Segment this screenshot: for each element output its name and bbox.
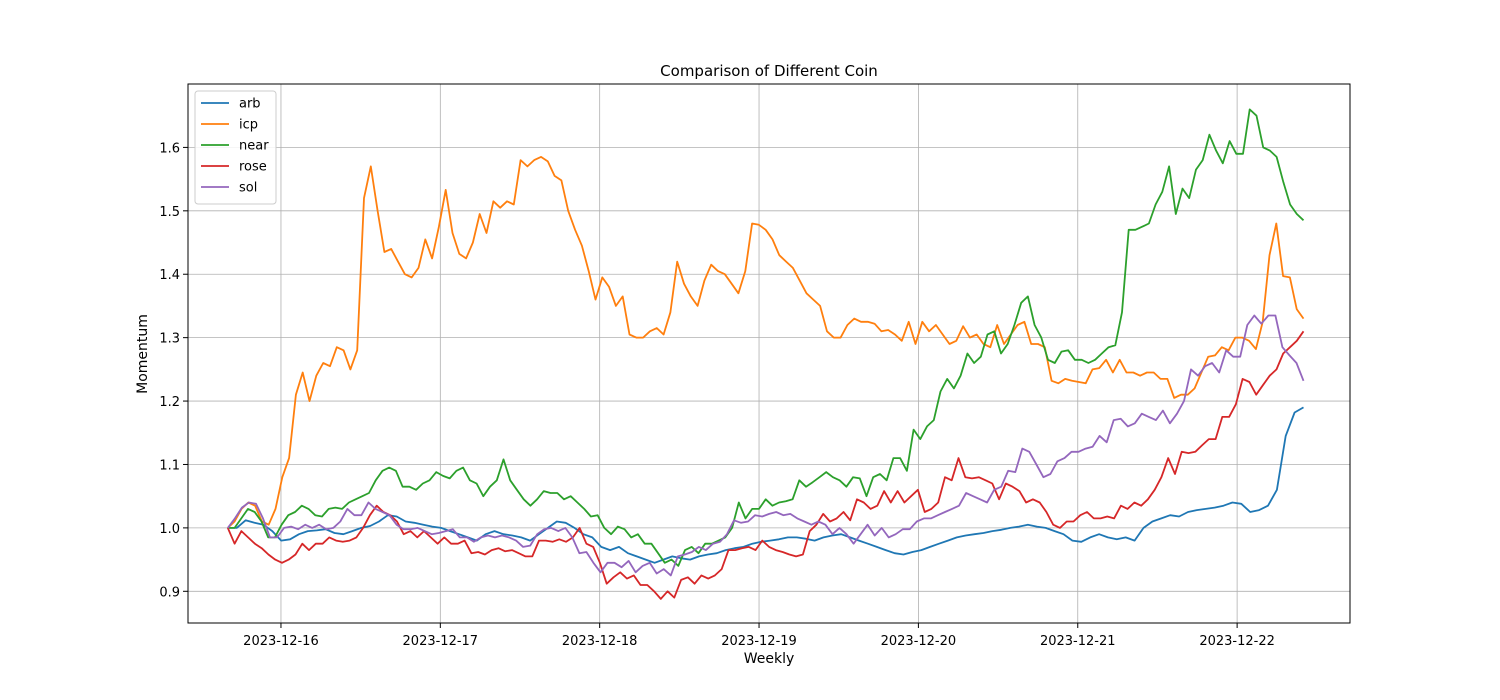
plot-frame: [187, 83, 1351, 624]
legend-label-sol: sol: [239, 181, 257, 196]
y-tick-label: 1.1: [159, 458, 180, 473]
y-tick-label: 1.4: [159, 268, 180, 283]
series-line-icp: [227, 155, 1305, 529]
y-tick-label: 1.5: [159, 205, 180, 220]
x-tick-label: 2023-12-19: [721, 634, 797, 649]
grid-lines: [188, 84, 1350, 623]
x-tick-label: 2023-12-16: [243, 634, 319, 649]
y-tick-label: 0.9: [159, 585, 180, 600]
legend-label-icp: icp: [239, 118, 258, 133]
x-tick-label: 2023-12-17: [403, 634, 479, 649]
legend-box: [194, 90, 277, 205]
x-tick-label: 2023-12-22: [1199, 634, 1275, 649]
x-axis-label: Weekly: [744, 651, 795, 667]
y-tick-label: 1.3: [159, 332, 180, 347]
legend-label-near: near: [239, 139, 269, 154]
y-tick-label: 1.0: [159, 522, 180, 537]
series-line-arb: [227, 406, 1304, 564]
series-line-rose: [226, 330, 1305, 600]
legend: arb icp near rose sol: [194, 90, 277, 205]
series-line-near: [227, 108, 1305, 567]
x-tick-label: 2023-12-20: [881, 634, 957, 649]
y-tick-label: 1.6: [159, 141, 180, 156]
legend-label-arb: arb: [239, 97, 261, 112]
x-tick-label: 2023-12-18: [562, 634, 638, 649]
x-axis: 2023-12-16 2023-12-17 2023-12-18 2023-12-19…: [243, 623, 1275, 649]
y-tick-label: 1.2: [159, 395, 180, 410]
legend-label-rose: rose: [239, 160, 267, 175]
x-tick-label: 2023-12-21: [1040, 634, 1116, 649]
chart-title: Comparison of Different Coin: [660, 62, 878, 80]
series-layer: [226, 108, 1305, 600]
series-line-sol: [227, 314, 1305, 577]
y-axis-label: Momentum: [135, 314, 151, 394]
y-axis: 0.9 1.0 1.1 1.2 1.3 1.4 1.5 1.6: [159, 141, 188, 600]
